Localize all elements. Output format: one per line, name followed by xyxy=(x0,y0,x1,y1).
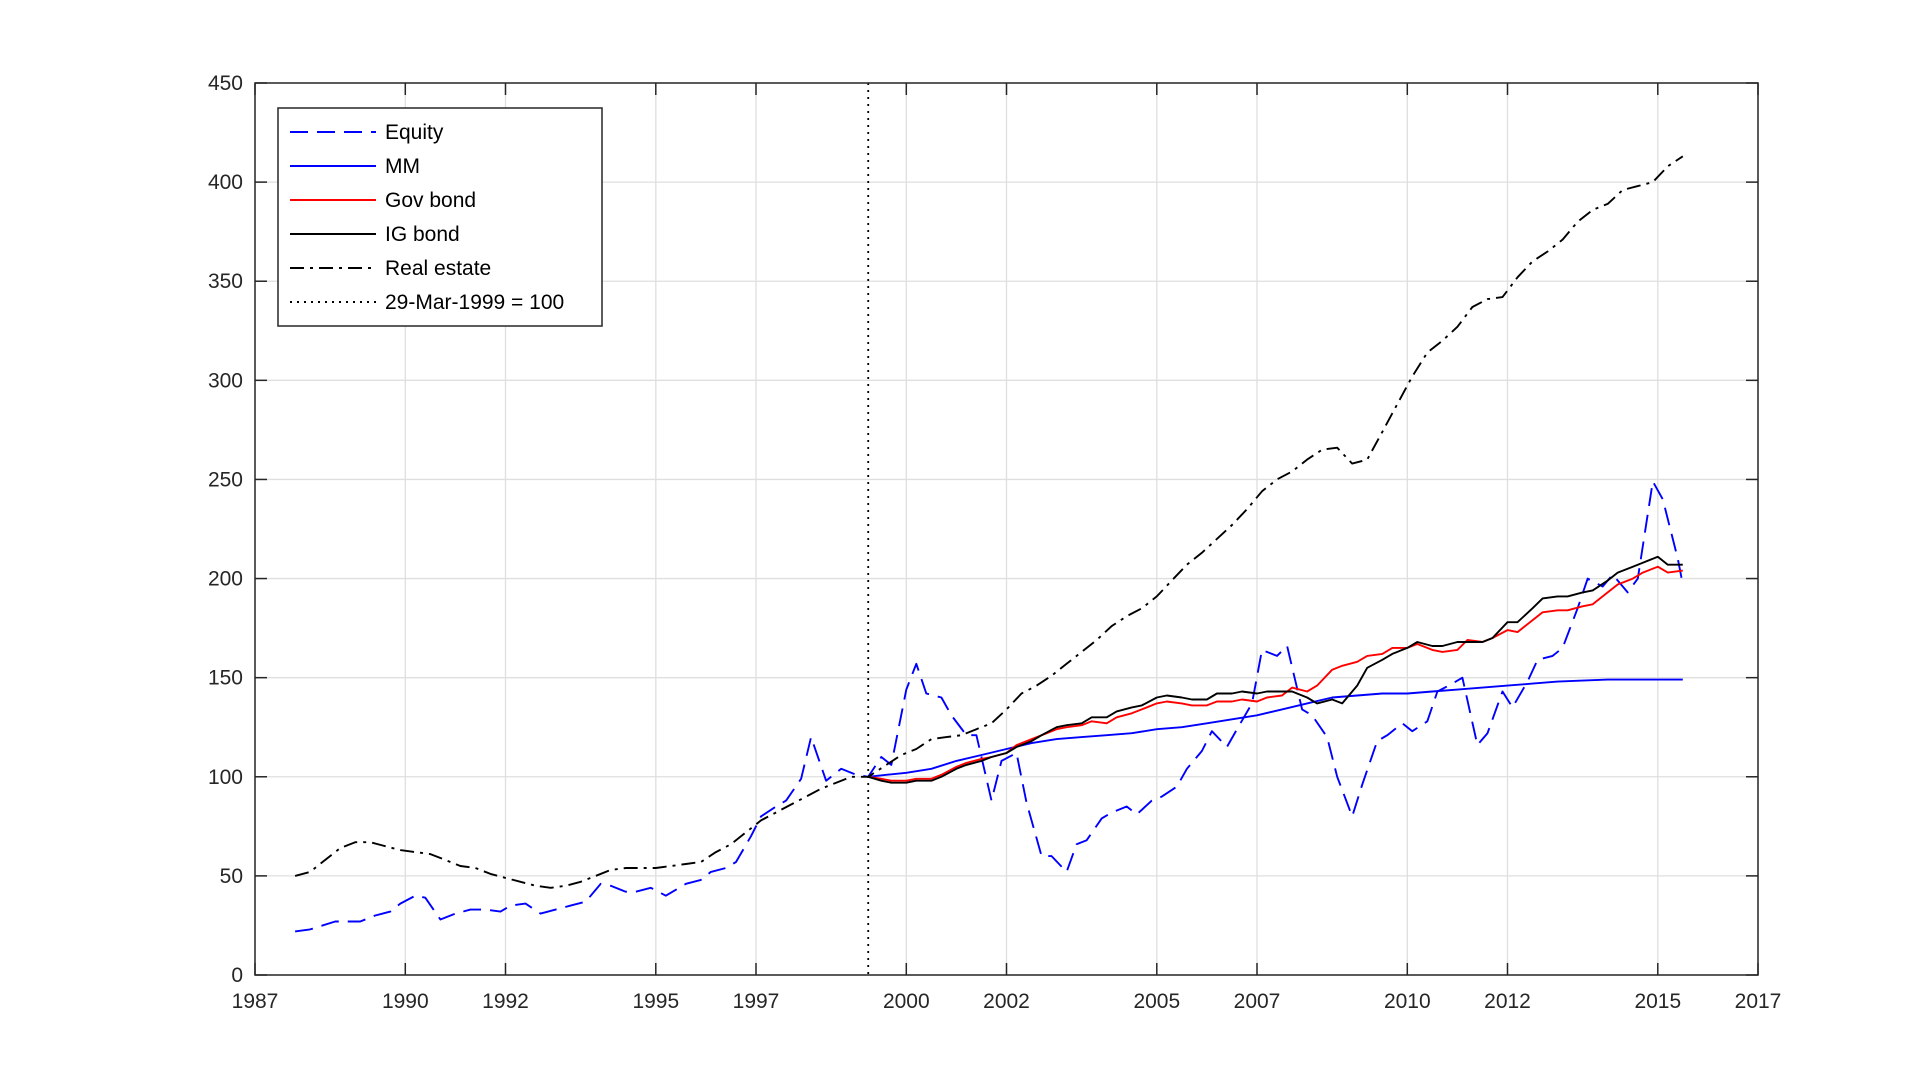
series-line-real-estate xyxy=(294,155,1684,889)
x-tick-label: 2002 xyxy=(983,990,1030,1013)
y-tick-label: 100 xyxy=(208,766,243,789)
x-tick-label: 2012 xyxy=(1484,990,1531,1013)
x-tick-label: 2010 xyxy=(1384,990,1431,1013)
y-tick-label: 350 xyxy=(208,270,243,293)
legend-label-mm: MM xyxy=(385,155,420,178)
legend-label-real-estate: Real estate xyxy=(385,257,491,280)
y-tick-label: 200 xyxy=(208,568,243,591)
x-tick-label: 1992 xyxy=(482,990,529,1013)
legend-label-gov-bond: Gov bond xyxy=(385,189,476,212)
legend-label-29-mar-1999-100: 29-Mar-1999 = 100 xyxy=(385,291,564,314)
axes: 1987 1990 1992 1995 1997 2000 2002 2005 2007 2010… xyxy=(208,72,1781,1013)
series-line-ig-bond xyxy=(867,555,1683,784)
series-line-mm xyxy=(868,678,1683,778)
legend-label-ig-bond: IG bond xyxy=(385,223,460,246)
series-line-equity xyxy=(294,480,1684,933)
y-tick-label: 50 xyxy=(220,865,243,888)
y-tick-label: 300 xyxy=(208,369,243,392)
y-tick-label: 250 xyxy=(208,468,243,491)
y-tick-label: 150 xyxy=(208,667,243,690)
x-tick-label: 1990 xyxy=(382,990,429,1013)
x-tick-label: 2005 xyxy=(1133,990,1180,1013)
y-tick-label: 450 xyxy=(208,72,243,95)
x-tick-label: 2007 xyxy=(1234,990,1281,1013)
series-line-gov-bond xyxy=(868,565,1683,782)
y-tick-label: 0 xyxy=(231,964,243,987)
legend-label-equity: Equity xyxy=(385,121,444,144)
x-tick-label: 1995 xyxy=(632,990,679,1013)
series-layer xyxy=(294,155,1684,933)
y-tick-label: 400 xyxy=(208,171,243,194)
x-tick-label: 2000 xyxy=(883,990,930,1013)
x-tick-label: 2015 xyxy=(1634,990,1681,1013)
x-tick-label: 1997 xyxy=(733,990,780,1013)
x-tick-label: 1987 xyxy=(232,990,279,1013)
legend-box xyxy=(277,107,603,327)
legend: Equity MM Gov bond IG bond Real estate 29-Mar… xyxy=(277,107,603,327)
x-tick-label: 2017 xyxy=(1735,990,1782,1013)
